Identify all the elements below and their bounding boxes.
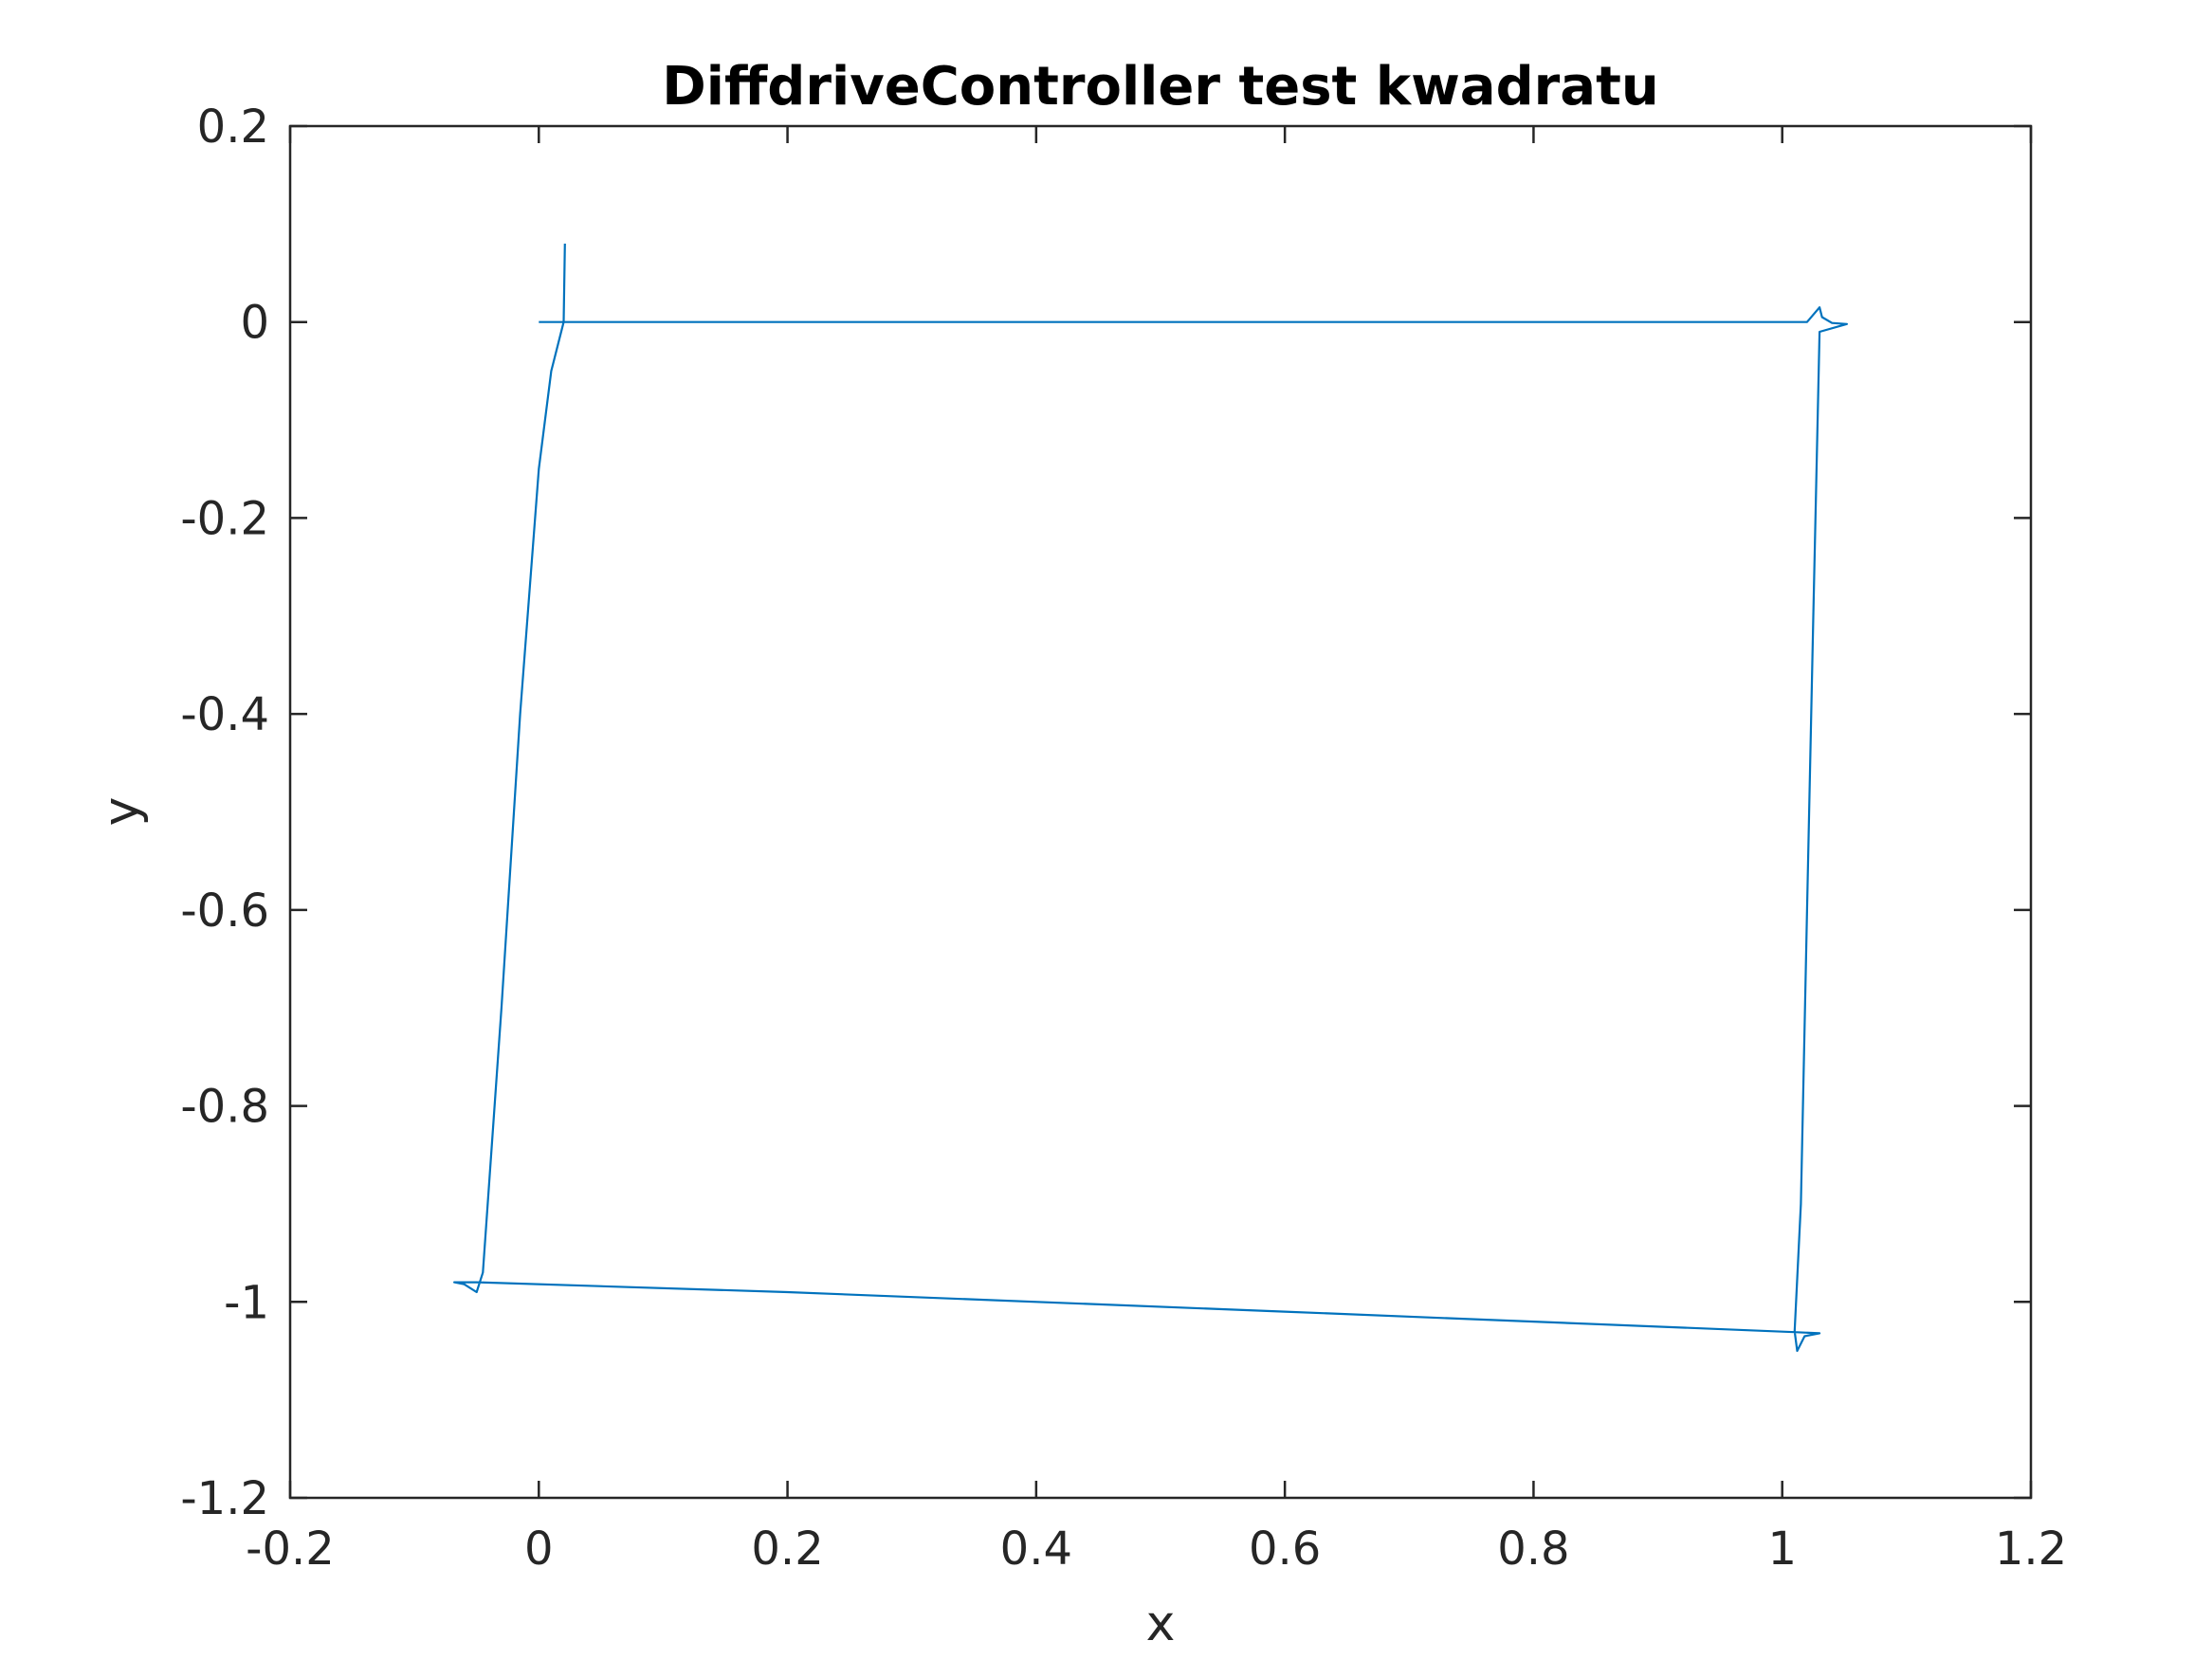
y-tick-label: -1 bbox=[224, 1276, 269, 1329]
x-tick-label: 0 bbox=[524, 1522, 554, 1576]
plot-area-background bbox=[290, 126, 2031, 1498]
y-tick-label: 0 bbox=[240, 297, 269, 350]
y-tick-label: -0.6 bbox=[180, 884, 269, 938]
y-tick-label: -0.8 bbox=[180, 1081, 269, 1134]
x-axis-label: x bbox=[1146, 1595, 1176, 1652]
y-axis-label: y bbox=[93, 797, 150, 827]
x-tick-label: 0.8 bbox=[1497, 1522, 1569, 1576]
y-tick-label: -1.2 bbox=[180, 1472, 269, 1525]
x-tick-label: 1.2 bbox=[1995, 1522, 2067, 1576]
y-tick-label: -0.2 bbox=[180, 492, 269, 545]
x-tick-label: -0.2 bbox=[246, 1522, 335, 1576]
y-tick-label: 0.2 bbox=[197, 100, 269, 154]
chart-title: DiffdriveController test kwadratu bbox=[662, 56, 1658, 118]
x-tick-label: 1 bbox=[1767, 1522, 1797, 1576]
x-tick-label: 0.6 bbox=[1249, 1522, 1321, 1576]
x-tick-label: 0.2 bbox=[751, 1522, 823, 1576]
y-tick-label: -0.4 bbox=[180, 688, 269, 741]
x-tick-label: 0.4 bbox=[1000, 1522, 1072, 1576]
